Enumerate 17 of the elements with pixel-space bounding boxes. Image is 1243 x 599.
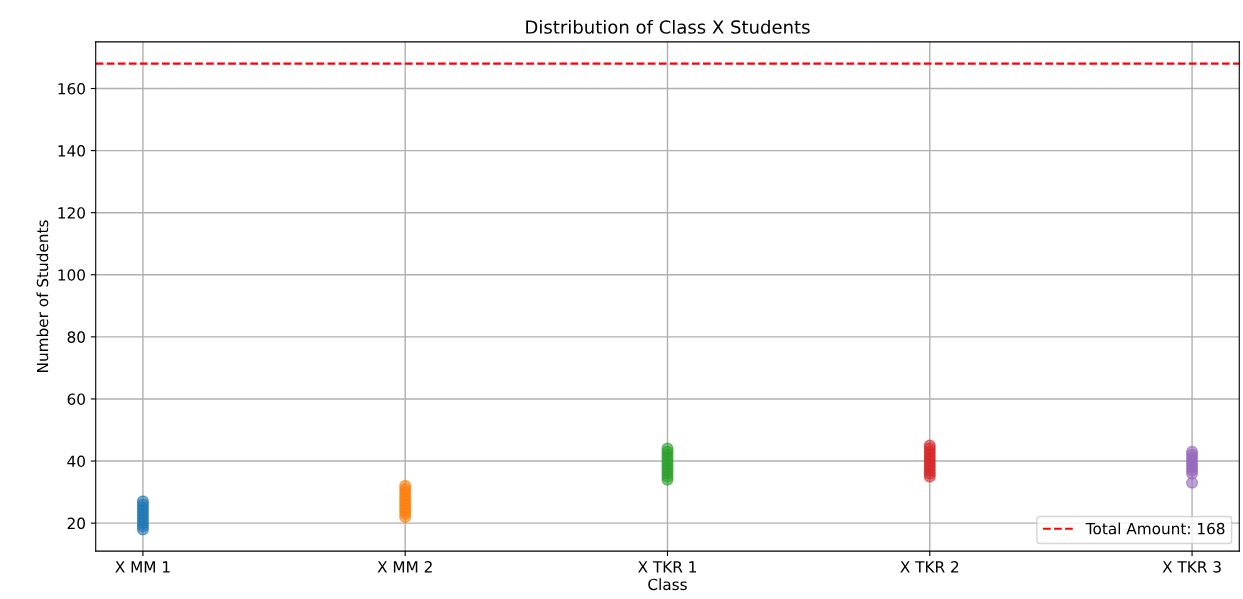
- x-tick-label: X MM 2: [377, 561, 432, 573]
- y-tick-label: 20: [67, 517, 85, 530]
- x-axis-title: Class: [648, 578, 687, 591]
- y-tick-label: 60: [67, 393, 85, 405]
- legend-label: Total Amount: 168: [1085, 522, 1225, 535]
- y-tick-label: 160: [58, 82, 85, 95]
- chart-title: Distribution of Class X Students: [526, 19, 810, 34]
- x-tick-label: X TKR 1: [638, 561, 697, 573]
- y-tick-label: 120: [58, 207, 85, 219]
- y-axis-title: Number of Students: [36, 220, 49, 372]
- y-tick-label: 140: [58, 145, 85, 157]
- x-tick-label: X MM 1: [115, 561, 170, 573]
- x-tick-label: X TKR 3: [1162, 561, 1221, 573]
- y-tick-label: 100: [58, 269, 85, 281]
- x-tick-label: X TKR 2: [900, 561, 959, 573]
- y-tick-label: 40: [67, 455, 85, 468]
- y-tick-label: 80: [67, 331, 85, 343]
